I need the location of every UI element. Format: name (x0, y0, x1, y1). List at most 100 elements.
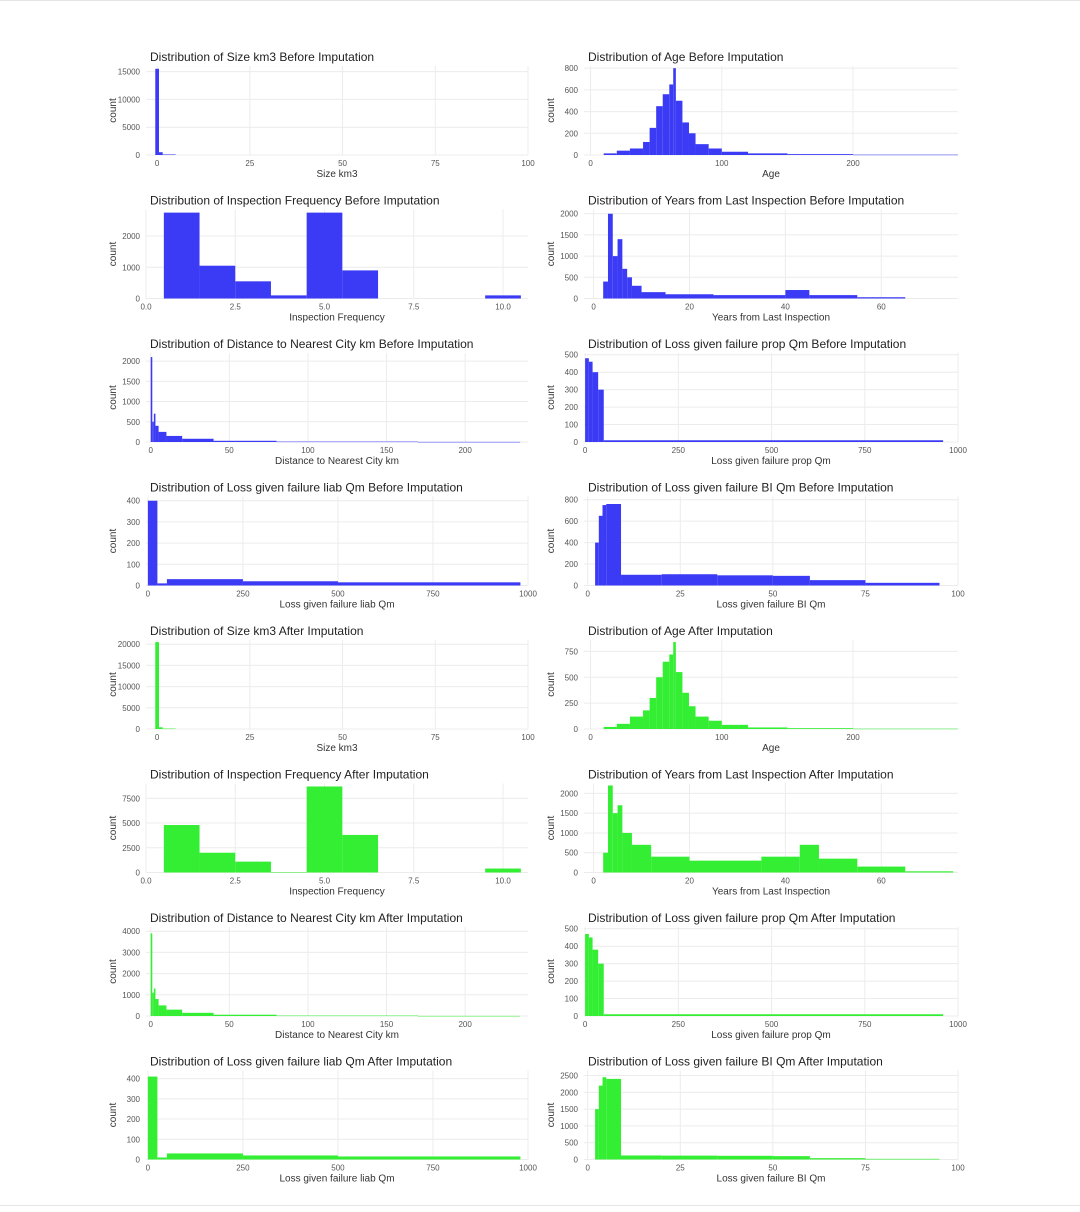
y-tick-label: 0 (136, 869, 141, 878)
chart-title: Distribution of Loss given failure prop … (588, 911, 895, 925)
y-axis-label: count (108, 672, 119, 697)
histogram-bar (853, 154, 958, 156)
histogram-bar (270, 872, 307, 873)
histogram-bar (166, 1153, 243, 1160)
x-tick-label: 750 (426, 1164, 440, 1173)
histogram-bar (162, 728, 176, 730)
y-tick-label: 0 (574, 582, 579, 591)
x-tick-label: 50 (768, 590, 777, 599)
histogram-bar (166, 579, 243, 586)
histogram-bar (602, 505, 607, 586)
histogram-bar (708, 148, 722, 155)
x-axis-label: Size km3 (316, 743, 358, 754)
y-tick-label: 0 (574, 295, 579, 304)
histogram-bar (643, 141, 650, 155)
y-tick-label: 20000 (118, 640, 141, 649)
histogram-bar (785, 290, 810, 299)
y-tick-label: 1000 (560, 829, 578, 838)
y-tick-label: 2000 (560, 210, 578, 219)
histogram-bar (631, 844, 652, 873)
x-tick-label: 250 (672, 446, 686, 455)
histogram-bar (649, 697, 657, 729)
x-axis-label: Years from Last Inspection (712, 887, 830, 898)
histogram-bar (417, 441, 521, 443)
y-tick-label: 200 (565, 560, 579, 569)
x-tick-label: 750 (426, 590, 440, 599)
x-tick-label: 0 (591, 303, 596, 312)
x-tick-label: 200 (458, 1020, 472, 1029)
y-tick-label: 0 (574, 1156, 579, 1165)
histogram-bar (417, 1015, 521, 1017)
chart-title: Distribution of Years from Last Inspecti… (588, 194, 904, 208)
histogram-bar (342, 834, 379, 873)
histogram-bar (598, 389, 604, 442)
histogram-bar (163, 825, 200, 873)
histogram-bar (641, 292, 666, 299)
histogram-bar (306, 212, 343, 299)
histogram-bar (651, 856, 690, 873)
histogram-panel: Distribution of Loss given failure BI Qm… (546, 481, 965, 611)
histogram-bar (213, 1014, 277, 1016)
histogram-bar (857, 866, 906, 873)
histogram-bar (235, 861, 271, 873)
histogram-bar (675, 100, 683, 155)
y-tick-label: 100 (565, 995, 579, 1004)
histogram-bar (612, 256, 618, 299)
histogram-bar (166, 435, 183, 442)
x-tick-label: 75 (431, 733, 440, 742)
y-tick-label: 2000 (122, 232, 140, 241)
histogram-bar (616, 150, 630, 155)
y-tick-label: 10000 (118, 95, 141, 104)
histogram-bar (649, 127, 657, 155)
x-tick-label: 10.0 (495, 877, 511, 886)
histogram-bar (662, 661, 670, 729)
y-axis-label: count (108, 385, 119, 410)
y-tick-label: 500 (565, 1139, 579, 1148)
x-axis-label: Distance to Nearest City km (275, 456, 399, 467)
histogram-bar (155, 68, 159, 155)
histogram-panel: Distribution of Distance to Nearest City… (108, 911, 528, 1041)
histogram-bar (673, 68, 676, 155)
histogram-bar (621, 1155, 662, 1160)
x-tick-label: 500 (331, 590, 345, 599)
histogram-bar (182, 1012, 214, 1016)
x-tick-label: 0 (585, 590, 590, 599)
y-tick-label: 3000 (122, 948, 140, 957)
x-axis-label: Years from Last Inspection (712, 313, 830, 324)
histogram-bar (182, 438, 214, 442)
histogram-bar (199, 852, 236, 873)
x-tick-label: 0 (155, 733, 160, 742)
x-tick-label: 40 (781, 877, 790, 886)
histogram-panel: Distribution of Inspection Frequency Bef… (108, 194, 528, 324)
histogram-bar (689, 860, 762, 873)
histogram-bar (695, 144, 709, 155)
y-tick-label: 0 (574, 869, 579, 878)
chart-title: Distribution of Age After Imputation (588, 624, 773, 638)
y-tick-label: 0 (136, 725, 141, 734)
y-tick-label: 300 (127, 518, 141, 527)
x-tick-label: 75 (861, 590, 870, 599)
histogram-bar (818, 858, 858, 873)
x-tick-label: 50 (768, 1164, 777, 1173)
y-tick-label: 1500 (122, 377, 140, 386)
histogram-bar (153, 413, 156, 442)
histogram-panel: Distribution of Size km3 Before Imputati… (108, 50, 535, 180)
histogram-bar (337, 582, 521, 586)
histogram-bar (337, 1156, 521, 1160)
chart-title: Distribution of Loss given failure liab … (150, 481, 463, 495)
y-tick-label: 750 (565, 647, 579, 656)
histogram-bar (713, 295, 786, 299)
histogram-bar (721, 151, 749, 155)
histogram-bar (155, 425, 159, 442)
x-axis-label: Age (762, 169, 780, 180)
y-tick-label: 600 (565, 86, 579, 95)
y-tick-label: 10000 (118, 683, 141, 692)
y-tick-label: 500 (565, 925, 579, 934)
histogram-bar (592, 949, 599, 1016)
y-tick-label: 500 (565, 351, 579, 360)
y-tick-label: 100 (127, 560, 141, 569)
x-axis-label: Loss given failure liab Qm (279, 600, 394, 611)
histogram-bar (595, 542, 599, 586)
histogram-bar (155, 999, 159, 1016)
x-tick-label: 100 (951, 590, 965, 599)
